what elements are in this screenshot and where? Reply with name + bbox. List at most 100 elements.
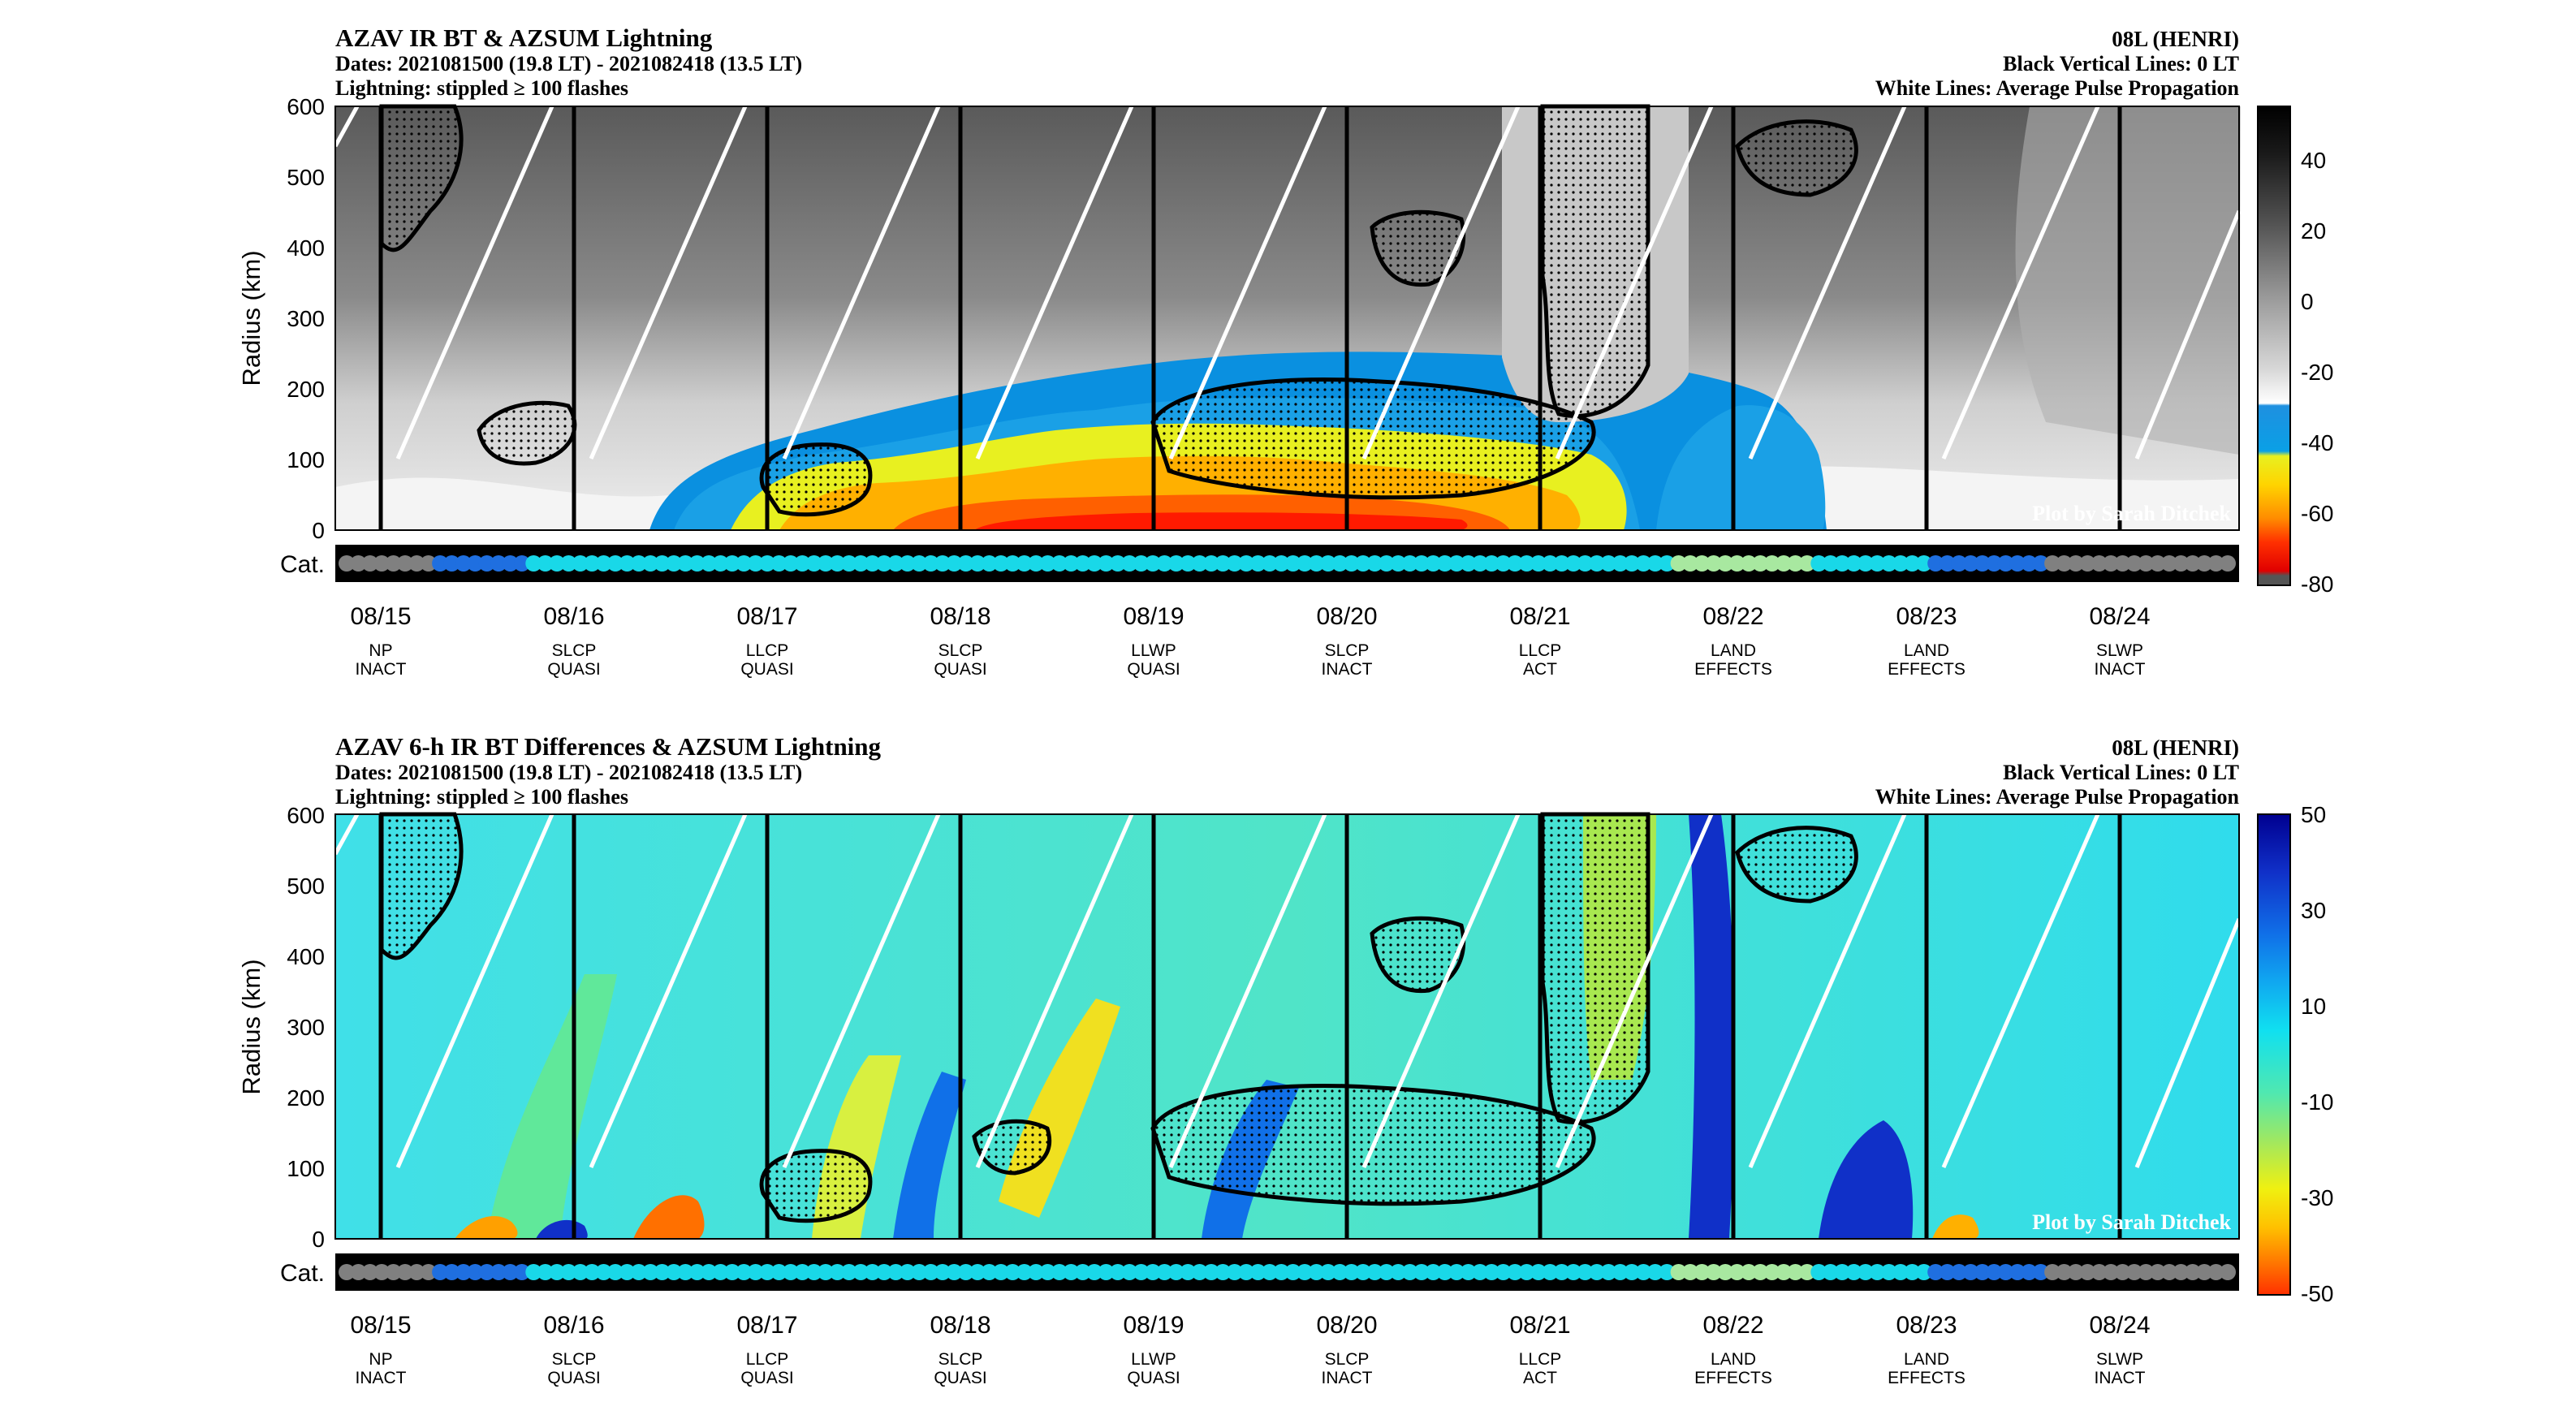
category-dot [1822, 555, 1839, 572]
category-dot [1904, 1264, 1921, 1280]
category-dot [654, 1264, 671, 1280]
category-dot [770, 555, 787, 572]
panel2-y-ticks: 0 100 200 300 400 500 600 [287, 803, 325, 1252]
category-dot [1273, 1264, 1290, 1280]
category-dot [1845, 1264, 1862, 1280]
category-dot [2056, 555, 2073, 572]
panel1-pulse-lines [333, 105, 2242, 460]
category-dot [1997, 555, 2014, 572]
category-dot [397, 555, 413, 572]
category-dot [1810, 555, 1827, 572]
category-dot [1063, 1264, 1080, 1280]
x-tick-date: 08/20 [1316, 603, 1377, 630]
cb-tick: -80 [2301, 572, 2333, 597]
category-dot [1051, 555, 1068, 572]
category-dot [1378, 555, 1395, 572]
category-dot [1741, 555, 1757, 572]
category-dot [1436, 555, 1453, 572]
category-dot [1986, 555, 2003, 572]
category-dot [2032, 555, 2049, 572]
category-dot [2091, 555, 2108, 572]
category-dot [1167, 555, 1184, 572]
category-dot [1156, 555, 1173, 572]
category-dot [490, 555, 507, 572]
category-dot [1145, 555, 1161, 572]
category-dot [1646, 1264, 1663, 1280]
category-dot [723, 555, 740, 572]
x-tick-phase: LLCP [746, 1350, 789, 1369]
category-dot [1904, 555, 1921, 572]
category-dot [2138, 555, 2155, 572]
x-tick-phase: LAND [1711, 641, 1756, 660]
x-tick-state: EFFECTS [1694, 1369, 1772, 1387]
category-dot [1577, 555, 1594, 572]
category-dot [549, 555, 565, 572]
category-dot [654, 555, 671, 572]
category-dot [1974, 555, 1991, 572]
category-dot [818, 1264, 834, 1280]
x-tick-state: EFFECTS [1694, 660, 1772, 679]
category-dot [373, 1264, 390, 1280]
category-dot [1659, 555, 1676, 572]
category-dot [957, 1264, 974, 1280]
panel2-pulse-lines [333, 813, 2242, 1169]
category-dot [1741, 1264, 1757, 1280]
category-dot [1472, 1264, 1488, 1280]
category-dot [2184, 1264, 2201, 1280]
category-dot [1915, 1264, 1932, 1280]
category-dot [1776, 555, 1793, 572]
category-dot [1682, 555, 1698, 572]
category-dot [1752, 1264, 1769, 1280]
category-dot [490, 1264, 507, 1280]
cb-tick: 50 [2301, 802, 2326, 827]
category-dot [1624, 1264, 1640, 1280]
y-tick: 0 [312, 1227, 325, 1252]
category-dot [829, 1264, 846, 1280]
category-dot [969, 1264, 986, 1280]
category-dot [911, 555, 928, 572]
category-dot [899, 555, 916, 572]
category-dot [1086, 1264, 1102, 1280]
panel1-storm: 08L (HENRI) [2112, 27, 2239, 51]
category-dot [1728, 555, 1745, 572]
category-dot [549, 1264, 565, 1280]
category-dot [957, 555, 974, 572]
x-tick-date: 08/18 [930, 1312, 990, 1339]
category-dot [1191, 1264, 1208, 1280]
category-dot [2207, 555, 2224, 572]
category-dot [1180, 555, 1197, 572]
category-dot [1448, 555, 1465, 572]
category-dot [1249, 1264, 1266, 1280]
category-dot [992, 555, 1009, 572]
category-dot [1121, 1264, 1138, 1280]
category-dot [2067, 555, 2084, 572]
cb-tick: -10 [2301, 1089, 2333, 1115]
category-dot [420, 555, 437, 572]
category-dot [712, 555, 729, 572]
x-tick-phase: SLWP [2096, 1350, 2143, 1369]
x-tick-phase: SLWP [2096, 641, 2143, 660]
cb-tick: -60 [2301, 501, 2333, 526]
x-tick-phase: LLWP [1131, 641, 1176, 660]
category-dot [584, 1264, 601, 1280]
category-dot [1109, 555, 1126, 572]
panel1-wlines-note: White Lines: Average Pulse Propagation [1875, 76, 2240, 100]
category-dot [1939, 555, 1956, 572]
category-dot [1518, 1264, 1535, 1280]
category-dot [1366, 1264, 1383, 1280]
category-dot [642, 555, 659, 572]
category-dot [864, 1264, 881, 1280]
category-dot [852, 555, 869, 572]
category-dot [1542, 1264, 1559, 1280]
x-tick-date: 08/18 [930, 603, 990, 630]
panel2-credit: Plot by Sarah Ditchek [2032, 1210, 2231, 1234]
category-dot [759, 555, 776, 572]
x-tick-phase: LLWP [1131, 1350, 1176, 1369]
category-dot [361, 1264, 378, 1280]
panel2-plot-frame [334, 813, 2240, 1240]
panel1-title: AZAV IR BT & AZSUM Lightning [335, 24, 713, 52]
x-tick-date: 08/23 [1896, 603, 1957, 630]
category-dot [443, 555, 460, 572]
category-dot [2103, 555, 2120, 572]
x-tick-state: QUASI [547, 660, 600, 679]
